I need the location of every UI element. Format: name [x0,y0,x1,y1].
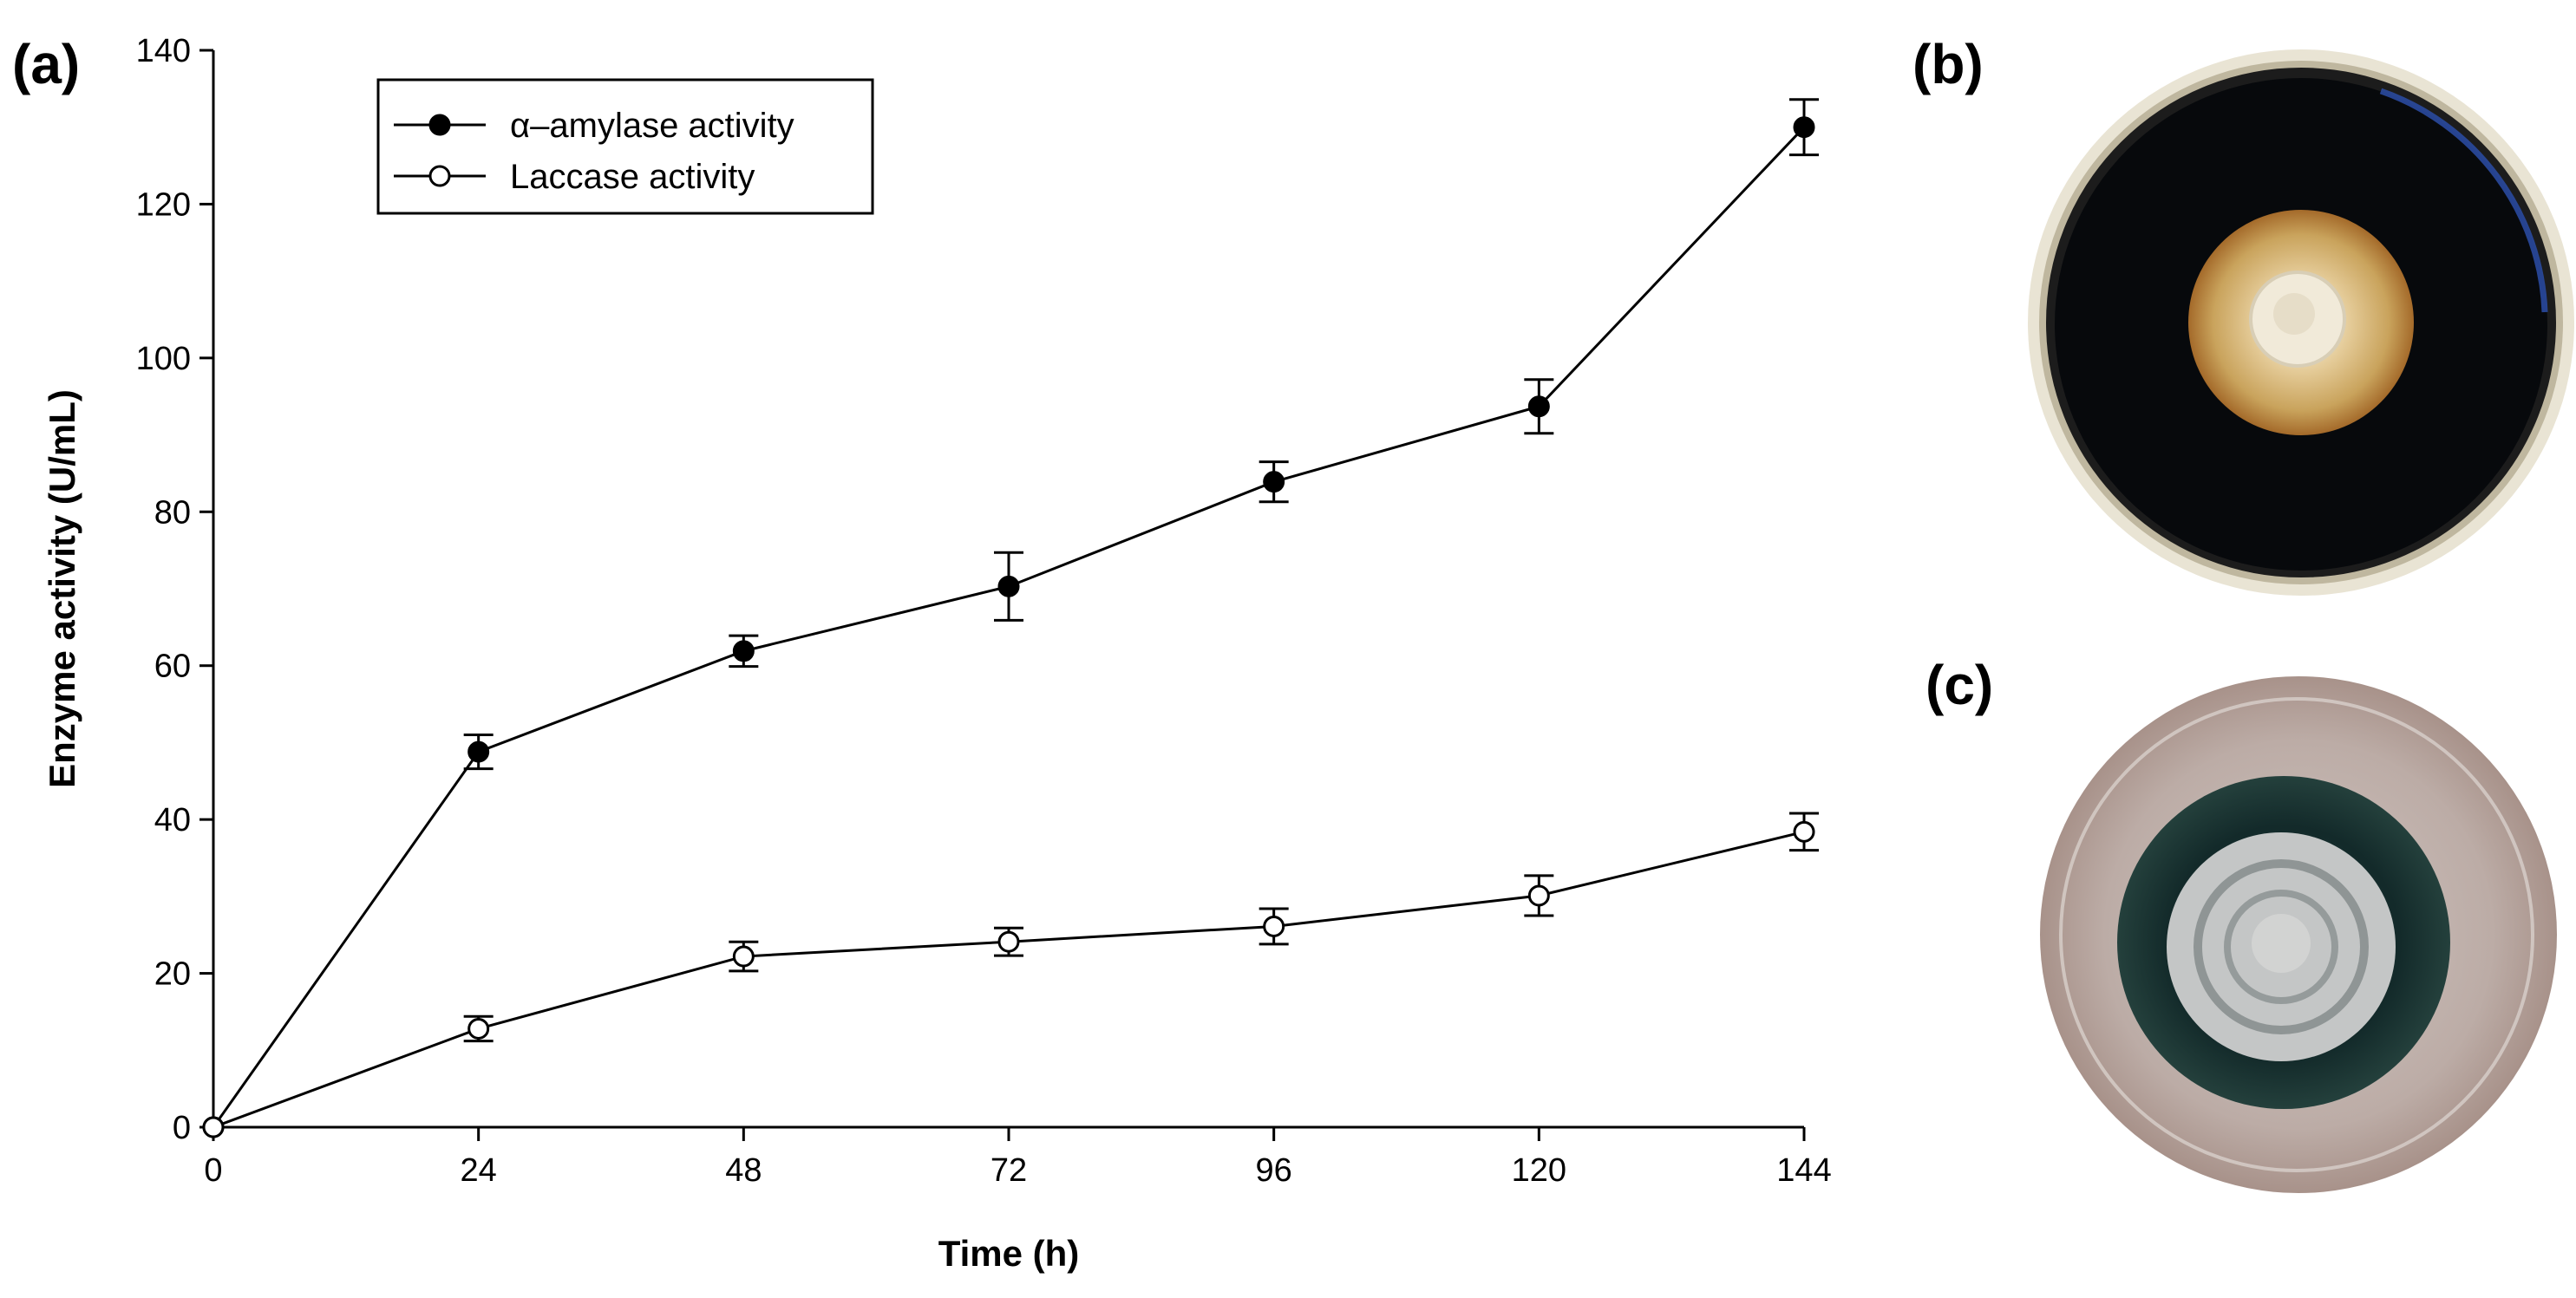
data-point-laccase [1793,820,1815,843]
y-ticks: 0 20 40 60 80 100 120 140 [136,33,213,1146]
legend-label-amylase: α–amylase activity [510,107,794,145]
plate-b-colony-center [2273,293,2315,335]
line-chart: 0 20 40 60 80 100 120 140 0 24 48 72 96 120 144 Time … [42,33,1832,1274]
y-tick-label: 0 [173,1110,191,1146]
data-point-laccase [467,1017,490,1040]
data-point-amylase [1793,116,1815,139]
data-point-laccase [1263,915,1285,937]
x-ticks: 0 24 48 72 96 120 144 [204,1127,1832,1189]
x-axis-title: Time (h) [938,1233,1080,1274]
y-tick-label: 140 [136,33,191,69]
data-point-amylase [1527,395,1550,418]
legend-label-laccase: Laccase activity [510,158,755,196]
legend-marker-laccase [428,165,451,187]
y-tick-label: 40 [154,802,191,838]
data-point-laccase [997,930,1020,953]
y-tick-label: 100 [136,341,191,377]
y-tick-label: 120 [136,186,191,223]
y-tick-label: 80 [154,494,191,531]
plate-c-colony-center [2252,914,2311,973]
panel-label-b: (b) [1912,33,1984,95]
x-tick-label: 0 [204,1152,222,1189]
plate-c-inner-rim [2059,697,2534,1172]
data-point-laccase [202,1116,225,1138]
data-point-amylase [467,740,490,763]
x-tick-label: 72 [991,1152,1027,1189]
data-point-amylase [1263,471,1285,493]
panel-label-a: (a) [12,33,80,95]
x-tick-label: 96 [1256,1152,1292,1189]
series-layer [202,98,1819,1138]
plate-c-image [2040,676,2557,1193]
x-tick-label: 24 [461,1152,497,1189]
plate-c-colony-ring-inner [2224,890,2338,1004]
data-point-amylase [997,575,1020,597]
plate-c-colony-ring [2194,859,2369,1034]
y-tick-label: 60 [154,649,191,685]
plate-b-image [2028,49,2574,596]
series-line-amylase [212,126,1806,1128]
legend: α–amylase activity Laccase activity [376,78,874,215]
plate-b-blue-edge [2379,88,2548,313]
data-point-laccase [1527,884,1550,907]
series-line-laccase [212,830,1805,1129]
y-axis-title: Enzyme activity (U/mL) [42,389,82,788]
legend-marker-amylase [428,114,451,136]
data-point-laccase [732,945,755,968]
x-tick-label: 144 [1776,1152,1831,1189]
y-tick-label: 20 [154,956,191,993]
x-tick-label: 120 [1512,1152,1566,1189]
panel-label-c: (c) [1925,654,1993,716]
x-tick-label: 48 [725,1152,762,1189]
data-point-amylase [732,640,755,662]
legend-box [376,78,874,215]
